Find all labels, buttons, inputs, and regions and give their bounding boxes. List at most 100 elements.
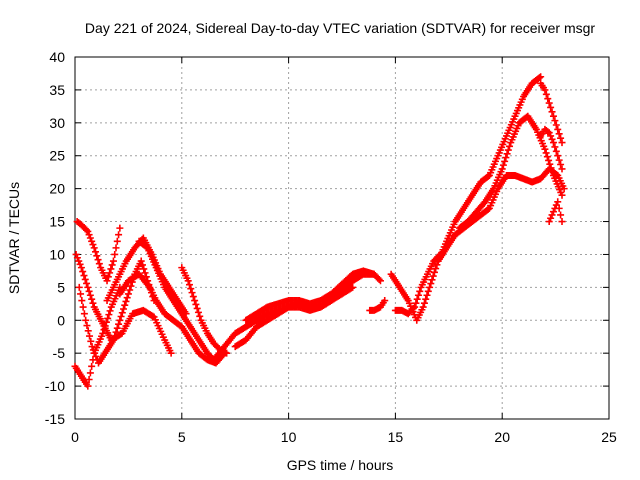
data-point bbox=[89, 241, 97, 249]
grid bbox=[75, 57, 609, 419]
data-point bbox=[90, 244, 98, 252]
series-track-g bbox=[135, 237, 218, 364]
data-point bbox=[549, 208, 557, 216]
data-point bbox=[548, 211, 556, 219]
data-point bbox=[503, 150, 511, 158]
data-point bbox=[541, 86, 549, 94]
y-tick-label: 35 bbox=[49, 82, 65, 98]
data-point bbox=[111, 250, 119, 258]
data-point bbox=[535, 74, 543, 82]
data-point bbox=[77, 264, 85, 272]
data-point bbox=[548, 135, 556, 143]
data-point bbox=[545, 129, 553, 137]
data-point bbox=[420, 299, 428, 307]
data-point bbox=[542, 90, 550, 98]
data-point bbox=[544, 95, 552, 103]
data-point bbox=[432, 265, 440, 273]
x-tick-label: 15 bbox=[388, 429, 404, 445]
data-point bbox=[79, 303, 87, 311]
data-point bbox=[423, 291, 431, 299]
data-point bbox=[375, 275, 383, 283]
data-point bbox=[557, 134, 565, 142]
x-tick-label: 25 bbox=[601, 429, 617, 445]
data-point bbox=[88, 362, 96, 370]
data-point bbox=[416, 287, 424, 295]
data-point bbox=[422, 295, 430, 303]
data-point bbox=[347, 284, 355, 292]
data-point bbox=[124, 290, 132, 298]
data-point bbox=[106, 307, 114, 315]
data-point bbox=[547, 132, 555, 140]
data-point bbox=[558, 218, 566, 226]
data-point bbox=[554, 152, 562, 160]
data-point bbox=[548, 108, 556, 116]
series-track-p bbox=[455, 112, 566, 232]
data-point bbox=[111, 332, 119, 340]
data-point bbox=[414, 291, 422, 299]
data-point bbox=[554, 125, 562, 133]
data-point bbox=[91, 349, 99, 357]
y-tick-label: 25 bbox=[49, 148, 65, 164]
data-point bbox=[89, 299, 97, 307]
data-point bbox=[555, 130, 563, 138]
data-point bbox=[506, 142, 514, 150]
data-point bbox=[76, 260, 84, 268]
x-tick-label: 5 bbox=[178, 429, 186, 445]
data-point bbox=[126, 286, 134, 294]
data-point bbox=[560, 185, 568, 193]
data-point bbox=[118, 309, 126, 317]
series-track-q bbox=[537, 79, 566, 147]
data-point bbox=[116, 224, 124, 232]
y-tick-label: 0 bbox=[57, 312, 65, 328]
data-point bbox=[94, 256, 102, 264]
data-point bbox=[86, 291, 94, 299]
data-point bbox=[412, 299, 420, 307]
data-point bbox=[484, 205, 492, 213]
data-point bbox=[75, 257, 83, 265]
data-point bbox=[541, 145, 549, 153]
series-track-i bbox=[210, 270, 384, 364]
data-point bbox=[104, 314, 112, 322]
data-point bbox=[370, 270, 378, 278]
data-point bbox=[88, 343, 96, 351]
data-point bbox=[112, 328, 120, 336]
data-point bbox=[545, 218, 553, 226]
data-point bbox=[502, 154, 510, 162]
data-point bbox=[87, 337, 95, 345]
data-point bbox=[141, 269, 149, 277]
data-point bbox=[192, 300, 200, 308]
data-point bbox=[376, 277, 384, 285]
chart-title: Day 221 of 2024, Sidereal Day-to-day VTE… bbox=[85, 20, 595, 36]
data-point bbox=[547, 164, 555, 172]
data-point bbox=[188, 289, 196, 297]
data-point bbox=[109, 257, 117, 265]
data-point bbox=[426, 283, 434, 291]
data-point bbox=[546, 160, 554, 168]
data-point bbox=[86, 369, 94, 377]
y-tick-label: 30 bbox=[49, 115, 65, 131]
data-point bbox=[84, 283, 92, 291]
data-point bbox=[85, 376, 93, 384]
data-point bbox=[545, 99, 553, 107]
data-point bbox=[549, 139, 557, 147]
data-point bbox=[78, 297, 86, 305]
data-point bbox=[80, 310, 88, 318]
data-point bbox=[120, 305, 128, 313]
x-tick-label: 20 bbox=[494, 429, 510, 445]
series-track-j bbox=[242, 267, 378, 324]
data-point bbox=[113, 324, 121, 332]
data-point bbox=[430, 268, 438, 276]
data-point bbox=[504, 146, 512, 154]
series-track-l bbox=[366, 297, 389, 314]
data-point bbox=[92, 352, 100, 360]
data-point bbox=[551, 143, 559, 151]
data-point bbox=[223, 349, 231, 357]
y-tick-label: 40 bbox=[49, 49, 65, 65]
data-point bbox=[85, 287, 93, 295]
data-point bbox=[549, 112, 557, 120]
data-point bbox=[103, 277, 111, 285]
data-point bbox=[194, 308, 202, 316]
data-point bbox=[77, 290, 85, 298]
data-point bbox=[108, 261, 116, 269]
